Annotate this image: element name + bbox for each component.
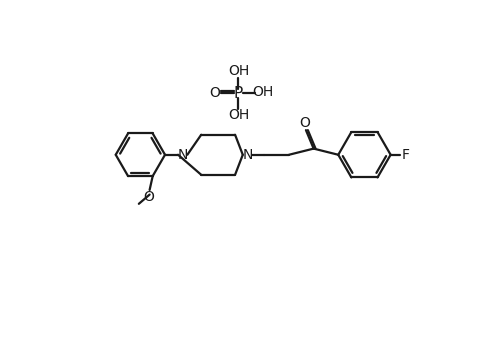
Text: OH: OH xyxy=(228,64,249,78)
Text: N: N xyxy=(242,148,252,162)
Text: F: F xyxy=(402,148,410,162)
Text: N: N xyxy=(178,148,188,162)
Text: OH: OH xyxy=(252,85,273,99)
Text: OH: OH xyxy=(228,108,249,122)
Text: O: O xyxy=(143,190,154,204)
Text: O: O xyxy=(210,86,220,100)
Text: P: P xyxy=(234,86,243,101)
Text: O: O xyxy=(300,116,311,130)
